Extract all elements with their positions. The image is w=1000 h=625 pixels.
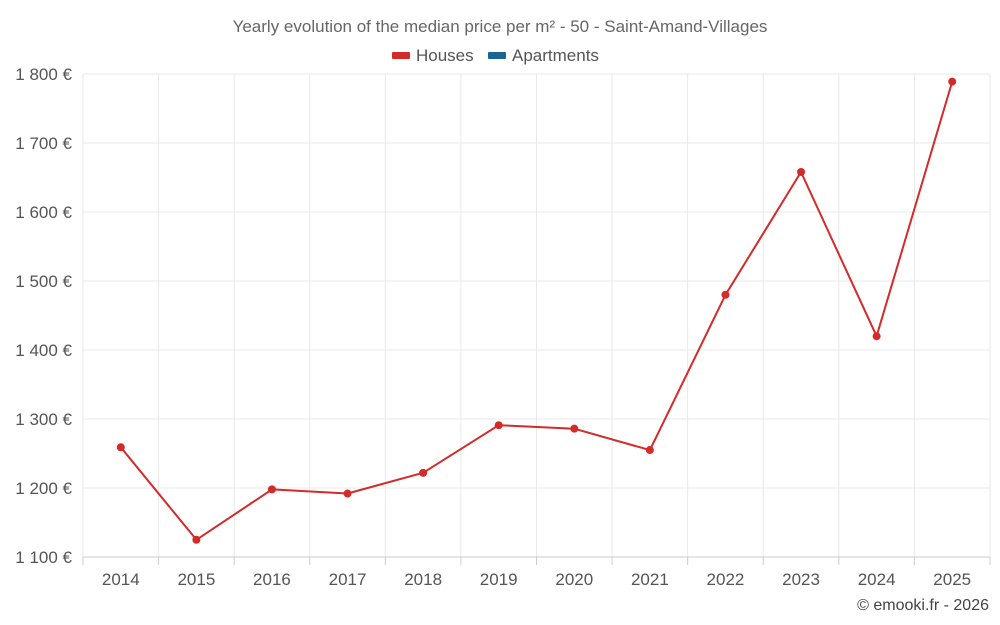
data-point-houses-2019[interactable] (495, 421, 503, 429)
x-axis: 2014 2015 2016 2017 2018 2019 2020 2021 2022 2023… (83, 557, 990, 589)
x-tick-label: 2017 (329, 570, 367, 589)
y-tick-label: 1 300 € (15, 410, 72, 429)
y-tick-label: 1 400 € (15, 341, 72, 360)
legend-label-apartments: Apartments (512, 46, 599, 65)
x-tick-label: 2018 (404, 570, 442, 589)
x-tick-label: 2015 (177, 570, 215, 589)
x-tick-label: 2025 (933, 570, 971, 589)
data-point-houses-2025[interactable] (948, 78, 956, 86)
legend-swatch-apartments (488, 52, 506, 59)
x-tick-label: 2014 (102, 570, 140, 589)
data-point-houses-2015[interactable] (192, 536, 200, 544)
y-tick-label: 1 500 € (15, 272, 72, 291)
y-tick-label: 1 600 € (15, 203, 72, 222)
x-tick-label: 2016 (253, 570, 291, 589)
data-point-houses-2020[interactable] (570, 425, 578, 433)
data-point-houses-2021[interactable] (646, 446, 654, 454)
data-point-houses-2024[interactable] (873, 332, 881, 340)
grid (83, 74, 990, 557)
x-tick-label: 2020 (555, 570, 593, 589)
legend-swatch-houses (392, 52, 410, 59)
x-tick-label: 2022 (707, 570, 745, 589)
credit-text: © emooki.fr - 2026 (857, 597, 989, 614)
legend-label-houses: Houses (416, 46, 474, 65)
x-tick-label: 2021 (631, 570, 669, 589)
data-point-houses-2022[interactable] (721, 291, 729, 299)
line-chart: Yearly evolution of the median price per… (0, 0, 1000, 625)
y-axis: 1 100 € 1 200 € 1 300 € 1 400 € 1 500 € 1 600… (15, 65, 72, 567)
legend-item-apartments[interactable]: Apartments (488, 46, 599, 65)
y-tick-label: 1 100 € (15, 548, 72, 567)
chart-title: Yearly evolution of the median price per… (233, 17, 768, 36)
x-tick-label: 2023 (782, 570, 820, 589)
legend: Houses Apartments (392, 46, 599, 65)
y-tick-label: 1 800 € (15, 65, 72, 84)
x-tick-label: 2024 (858, 570, 896, 589)
data-point-houses-2023[interactable] (797, 168, 805, 176)
y-tick-label: 1 200 € (15, 479, 72, 498)
data-point-houses-2017[interactable] (344, 490, 352, 498)
data-point-houses-2014[interactable] (117, 443, 125, 451)
legend-item-houses[interactable]: Houses (392, 46, 474, 65)
x-tick-label: 2019 (480, 570, 518, 589)
data-point-houses-2016[interactable] (268, 485, 276, 493)
y-tick-label: 1 700 € (15, 134, 72, 153)
data-point-houses-2018[interactable] (419, 469, 427, 477)
